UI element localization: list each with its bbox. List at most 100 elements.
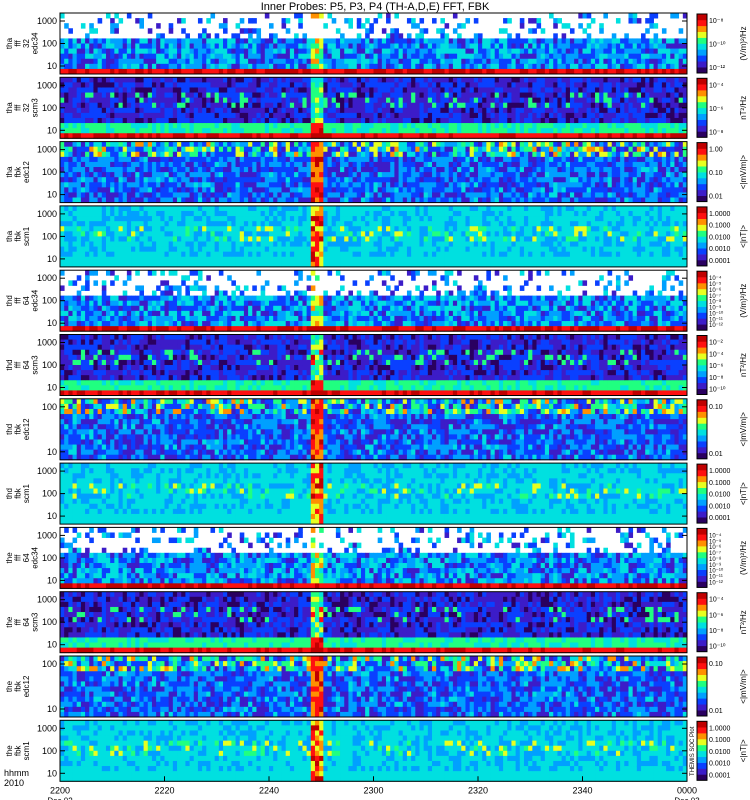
spectrogram-cell [603, 58, 608, 65]
spectrogram-cell [101, 82, 107, 88]
spectrogram-cell [331, 156, 337, 163]
spectrogram-cell [402, 107, 408, 114]
spectrogram-cell [486, 92, 491, 99]
spectrogram-cell [557, 92, 562, 99]
spectrogram-cell [528, 123, 533, 129]
spectrogram-cell [60, 216, 65, 222]
spectrogram-cell [147, 197, 153, 203]
colorbar-label: (V/m)²/Hz [739, 26, 748, 60]
colorbar-swatch [697, 43, 707, 50]
spectrogram-cell [661, 133, 667, 139]
spectrogram-cell [377, 117, 383, 124]
colorbar-tick-label: 0.01 [709, 194, 723, 201]
spectrogram-cell [218, 48, 224, 55]
spectrogram-cell [352, 53, 358, 60]
spectrogram-cell [285, 97, 291, 104]
spectrogram-cell [231, 82, 236, 88]
spectrogram-cell [615, 92, 621, 99]
spectrogram-cell [214, 77, 220, 83]
spectrogram-cell [419, 167, 425, 173]
spectrogram-cell [356, 146, 362, 153]
spectrogram-cell [177, 141, 182, 148]
spectrogram-cell [515, 151, 521, 158]
spectrogram-cell [394, 97, 399, 104]
spectrogram-cell [536, 82, 542, 88]
spectrogram-cell [243, 48, 249, 55]
spectrogram-cell [105, 187, 111, 193]
spectrogram-cell [574, 53, 579, 60]
spectrogram-cell [319, 187, 324, 193]
spectrogram-cell [532, 177, 537, 183]
spectrogram-cell [540, 38, 546, 44]
spectrogram-cell [360, 172, 366, 178]
spectrogram-cell [298, 82, 303, 88]
spectrogram-cell [666, 63, 671, 70]
spectrogram-cell [532, 107, 537, 114]
spectrogram-cell [277, 92, 282, 99]
spectrogram-cell [457, 182, 462, 188]
spectrogram-cell [260, 187, 266, 193]
spectrogram-cell [465, 141, 471, 148]
spectrogram-cell [636, 63, 642, 70]
spectrogram-cell [649, 128, 654, 134]
spectrogram-cell [653, 123, 659, 129]
spectrogram-cell [515, 177, 521, 183]
spectrogram-cell [344, 187, 349, 193]
spectrogram-cell [68, 97, 73, 104]
spectrogram-cell [436, 87, 441, 93]
spectrogram-cell [118, 167, 124, 173]
spectrogram-cell [523, 102, 529, 109]
spectrogram-cell [335, 97, 341, 104]
spectrogram-cell [678, 87, 684, 93]
spectrogram-cell [189, 107, 195, 114]
spectrogram-cell [590, 128, 596, 134]
spectrogram-cell [285, 117, 291, 124]
spectrogram-cell [444, 151, 450, 158]
spectrogram-cell [415, 161, 420, 168]
spectrogram-cell [260, 77, 266, 83]
spectrogram-cell [465, 38, 471, 44]
spectrogram-cell [549, 146, 554, 153]
spectrogram-cell [607, 146, 613, 153]
spectrogram-cell [369, 107, 374, 114]
spectrogram-cell [611, 48, 617, 55]
spectrogram-cell [114, 82, 119, 88]
spectrogram-cell [661, 28, 667, 34]
spectrogram-cell [281, 177, 287, 183]
spectrogram-cell [436, 38, 441, 44]
spectrogram-cell [60, 241, 65, 247]
spectrogram-cell [68, 38, 73, 44]
spectrogram-cell [139, 112, 144, 119]
spectrogram-cell [595, 197, 600, 203]
spectrogram-cell [415, 141, 420, 148]
spectrogram-cell [427, 112, 433, 119]
spectrogram-cell [360, 182, 366, 188]
spectrogram-cell [105, 117, 111, 124]
spectrogram-cell [482, 192, 487, 198]
spectrogram-cell [210, 92, 216, 99]
spectrogram-cell [122, 97, 128, 104]
spectrogram-cell [289, 107, 295, 114]
spectrogram-cell [85, 82, 90, 88]
spectrogram-cell [110, 192, 115, 198]
spectrogram-cell [473, 53, 479, 60]
spectrogram-cell [636, 151, 642, 158]
spectrogram-cell [423, 92, 429, 99]
spectrogram-cell [536, 117, 542, 124]
spectrogram-cell [340, 48, 345, 55]
spectrogram-cell [264, 177, 270, 183]
spectrogram-cell [678, 167, 684, 173]
spectrogram-cell [473, 33, 479, 39]
spectrogram-cell [356, 68, 362, 75]
spectrogram-cell [586, 161, 592, 168]
spectrogram-cell [624, 87, 629, 93]
spectrogram-cell [135, 102, 140, 109]
spectrogram-cell [118, 197, 124, 203]
spectrogram-cell [206, 172, 211, 178]
spectrogram-cell [457, 123, 462, 129]
spectrogram-cell [649, 172, 654, 178]
spectrogram-cell [670, 187, 675, 193]
spectrogram-cell [394, 92, 399, 99]
spectrogram-cell [457, 63, 462, 70]
spectrogram-cell [419, 187, 425, 193]
